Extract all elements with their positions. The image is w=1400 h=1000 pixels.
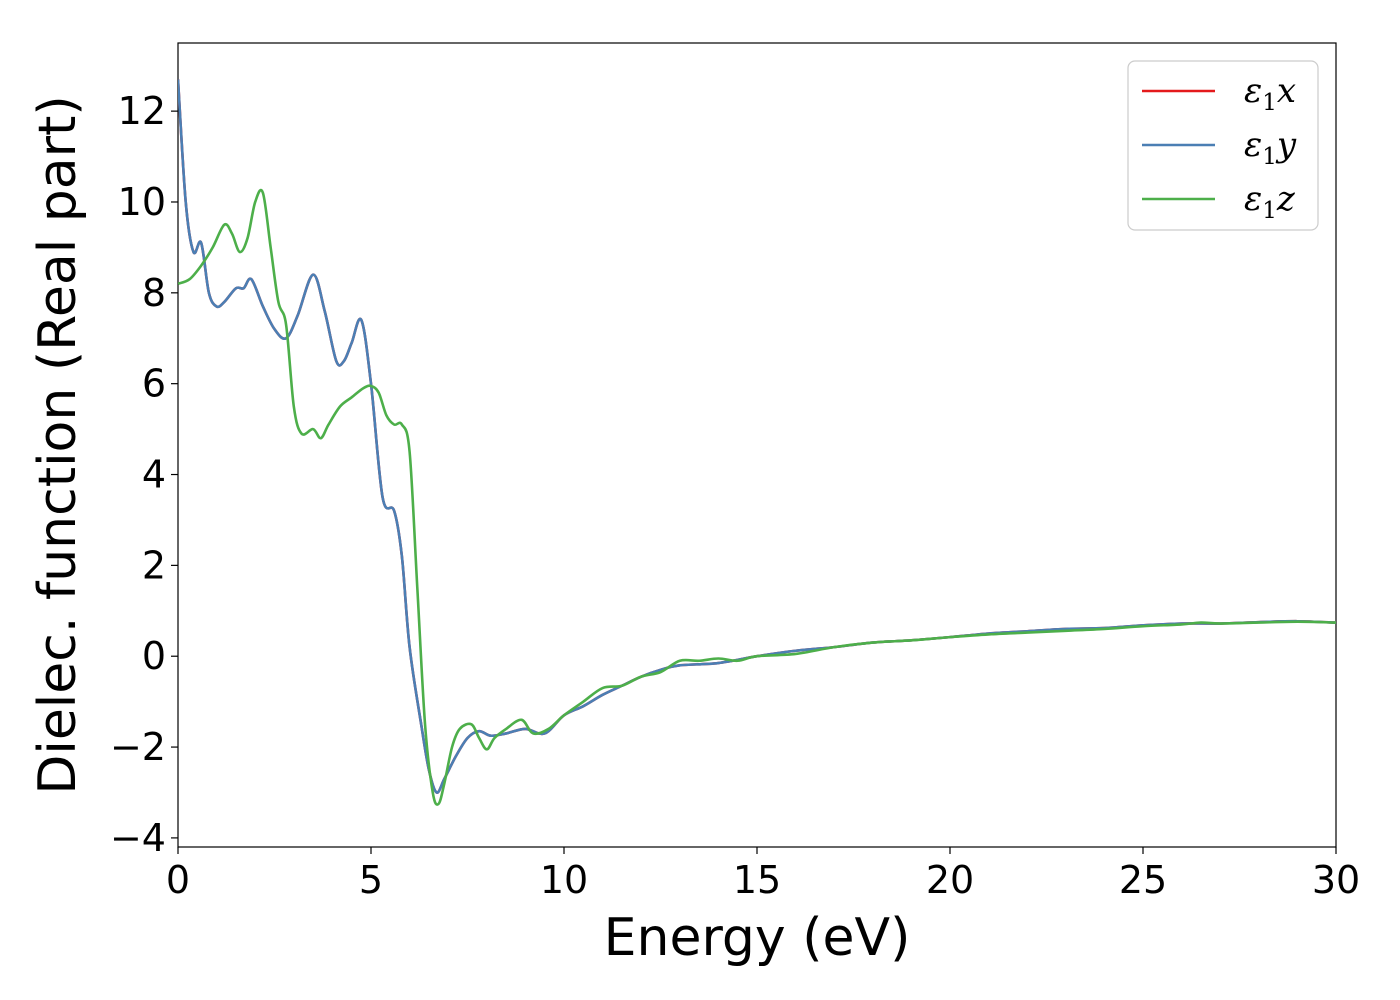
y-tick-label: −4	[110, 816, 166, 860]
legend-label-y: ε1y	[1244, 125, 1297, 170]
y-axis-title: Dielec. function (Real part)	[28, 95, 88, 794]
y-axis: −4 −2 0 2 4 6 8 10 12	[110, 89, 178, 860]
series-lines	[178, 79, 1336, 806]
y-tick-label: 2	[142, 543, 166, 587]
legend-box	[1127, 60, 1319, 231]
y-tick-label: 6	[142, 362, 166, 406]
y-tick-label: 0	[142, 634, 166, 678]
series-line-z	[178, 188, 1336, 806]
x-tick-label: 15	[733, 858, 781, 902]
y-tick-label: 8	[142, 271, 166, 315]
x-tick-label: 20	[926, 858, 974, 902]
y-tick-label: 10	[118, 180, 166, 224]
x-axis: 0 5 10 15 20 25 30	[166, 847, 1360, 902]
x-tick-label: 30	[1312, 858, 1360, 902]
x-tick-label: 25	[1119, 858, 1167, 902]
legend-label-x: ε1x	[1244, 71, 1296, 116]
y-tick-label: 12	[118, 89, 166, 133]
x-tick-label: 0	[166, 858, 190, 902]
x-tick-label: 5	[359, 858, 383, 902]
y-tick-label: 4	[142, 453, 166, 497]
legend-label-z: ε1z	[1244, 179, 1296, 224]
x-tick-label: 10	[540, 858, 588, 902]
legend: ε1x ε1y ε1z	[1127, 60, 1319, 231]
y-tick-label: −2	[110, 725, 166, 769]
x-axis-title: Energy (eV)	[604, 908, 911, 968]
